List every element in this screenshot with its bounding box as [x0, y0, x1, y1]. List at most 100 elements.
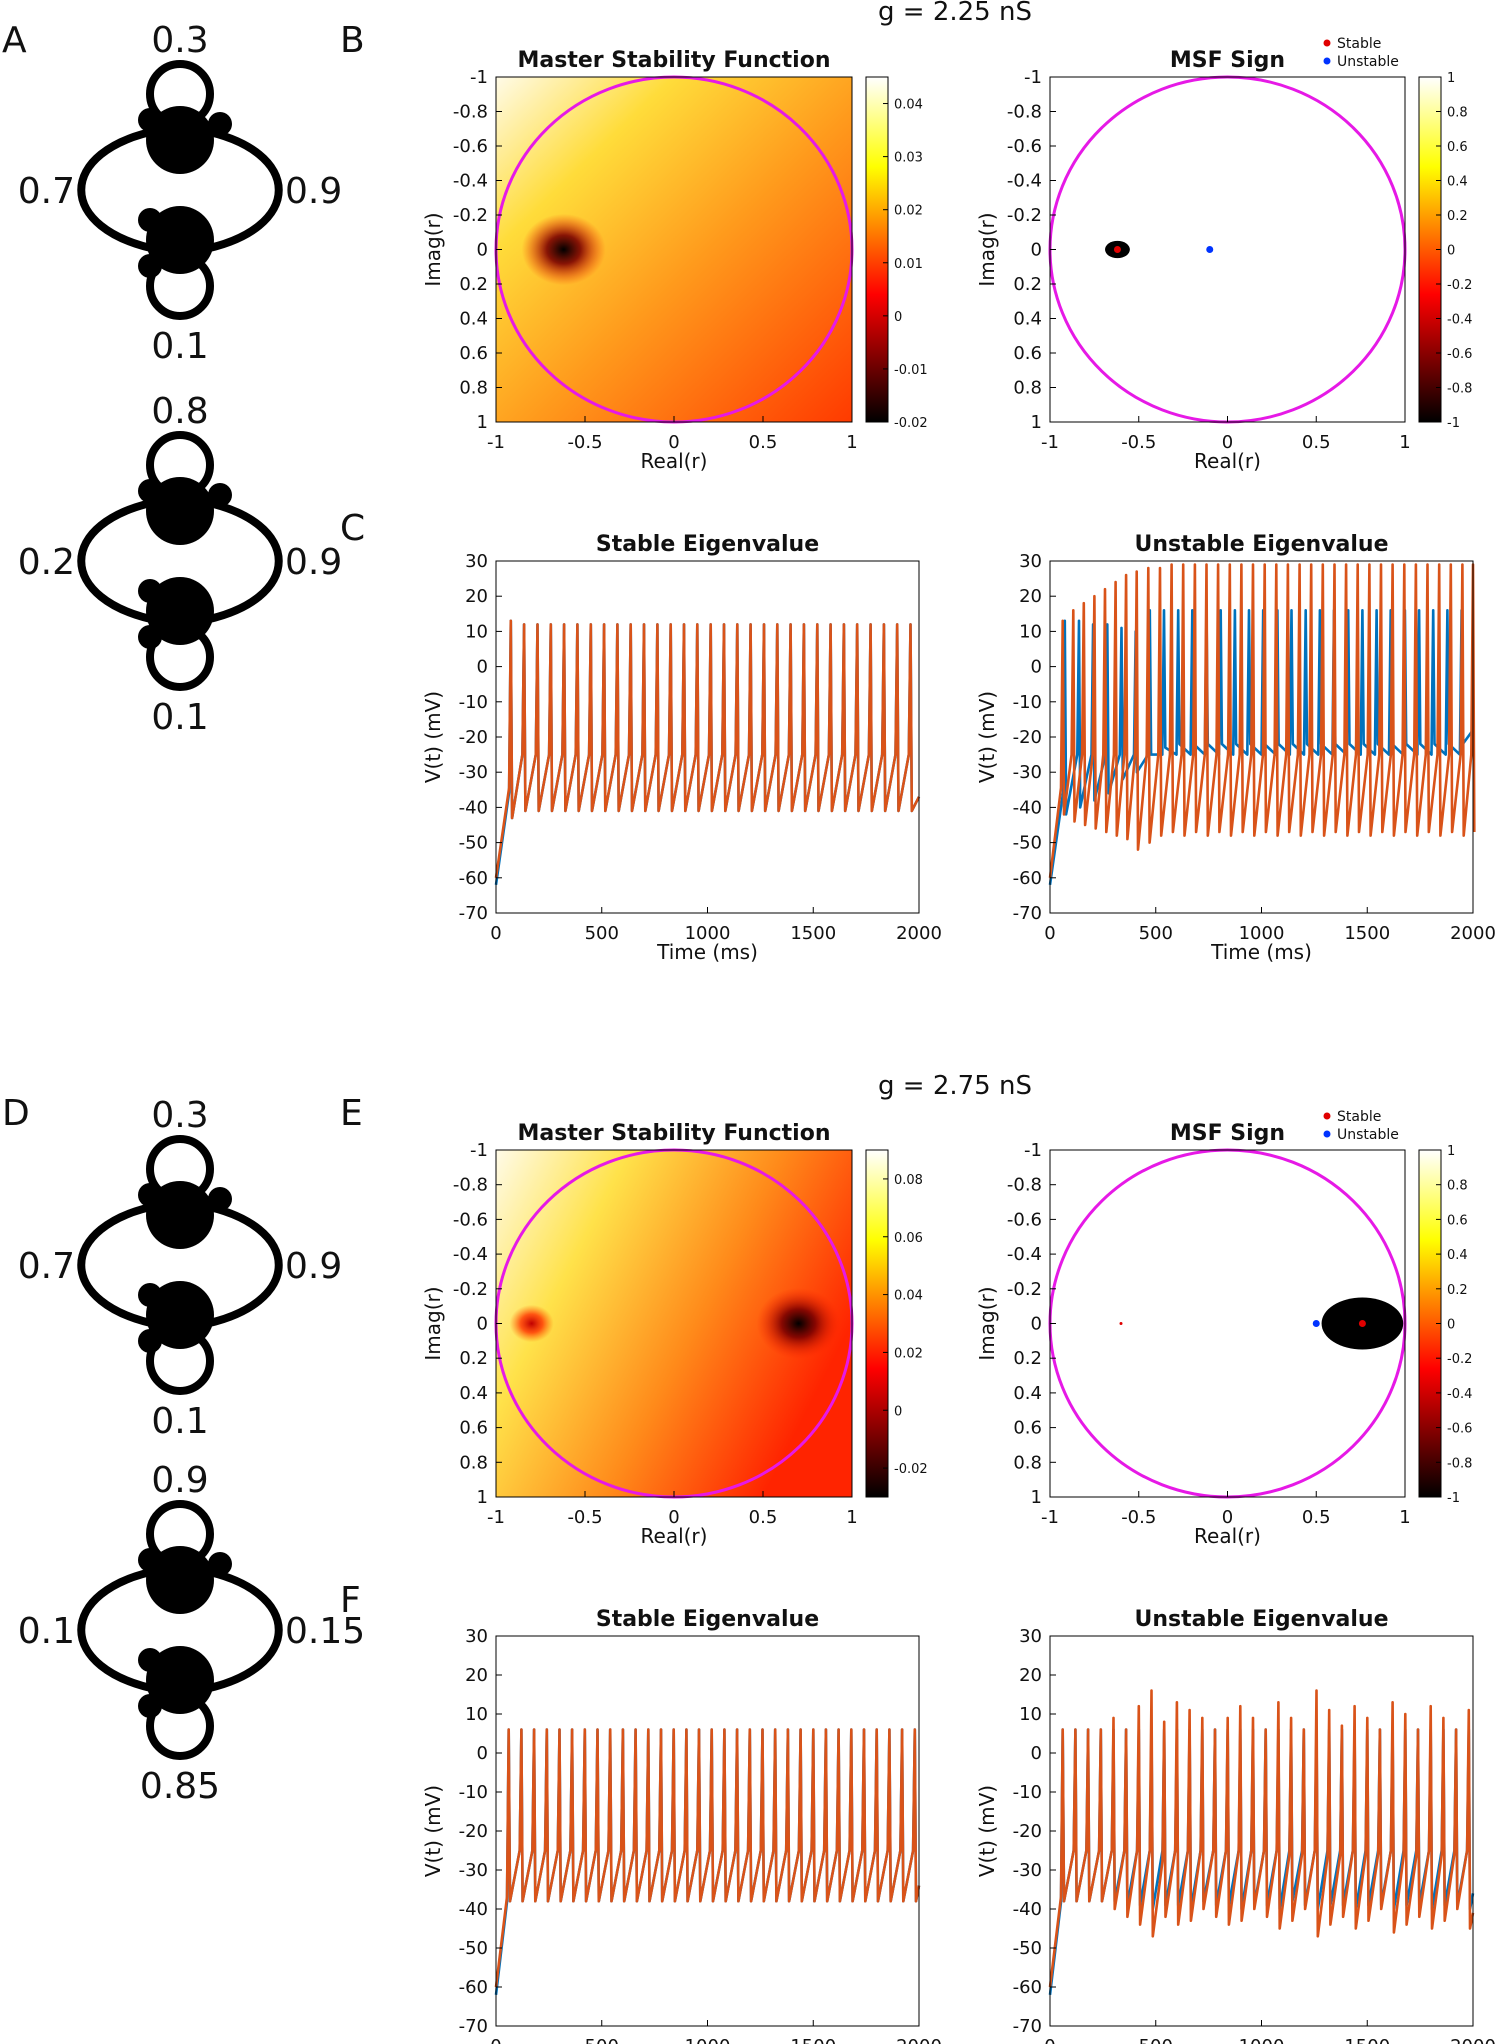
- x-tick-label: 0.5: [1302, 1507, 1331, 1528]
- coupling-arc-left: [77, 497, 161, 625]
- y-tick-label: 0.6: [459, 343, 488, 364]
- y-tick-label: 0.6: [1013, 1418, 1042, 1439]
- series-line-orange: [494, 619, 921, 878]
- x-tick-label: 500: [1139, 923, 1173, 944]
- colorbar-tick-label: -0.2: [1447, 278, 1472, 293]
- x-tick-label: 1000: [1239, 923, 1285, 944]
- chart-title: Unstable Eigenvalue: [1134, 532, 1388, 557]
- node-top: [146, 106, 214, 174]
- colorbar-tick-label: 0.08: [894, 1173, 923, 1188]
- y-tick-label: -0.4: [1007, 171, 1042, 192]
- y-tick-label: -0.2: [1007, 1279, 1042, 1300]
- x-axis-label: Time (ms): [1210, 940, 1312, 964]
- synapse-bulb: [208, 1552, 232, 1576]
- x-tick-label: 2000: [896, 923, 942, 944]
- y-axis-label: Imag(r): [421, 1286, 445, 1360]
- chart-e-left: Master Stability Function-1 -0.5 0 0.5 1-1-0…: [421, 1121, 928, 1548]
- synapse-bulb: [138, 1329, 162, 1353]
- colorbar-tick-label: 0.2: [1447, 1283, 1468, 1298]
- y-tick-label: 10: [1019, 1704, 1042, 1725]
- network-diagram: 0.9 0.1 0.15 0.85: [18, 1460, 365, 1807]
- y-tick-label: 20: [1019, 586, 1042, 607]
- y-tick-label: -0.6: [1007, 136, 1042, 157]
- y-tick-label: 30: [1019, 551, 1042, 572]
- heatmap-minimum: [509, 1304, 554, 1343]
- colorbar-tick-label: 0: [1447, 1318, 1455, 1333]
- weight-bottom: 0.85: [140, 1766, 220, 1807]
- y-tick-label: -0.8: [1007, 1175, 1042, 1196]
- synapse-bulb: [138, 479, 162, 503]
- plot-background: [1050, 1636, 1473, 2026]
- y-tick-label: -0.8: [1007, 102, 1042, 123]
- y-tick-label: -40: [459, 1899, 488, 1920]
- x-tick-label: 1000: [685, 923, 731, 944]
- y-tick-label: -0.8: [453, 1175, 488, 1196]
- chart-title: Stable Eigenvalue: [596, 1607, 819, 1632]
- legend-marker-unstable: [1323, 57, 1331, 65]
- y-tick-label: 0.2: [459, 274, 488, 295]
- y-tick-label: 0.6: [1013, 343, 1042, 364]
- weight-top: 0.3: [151, 20, 208, 61]
- chart-title: Master Stability Function: [517, 48, 830, 73]
- colorbar-tick-label: 0.4: [1447, 1248, 1468, 1263]
- weight-top: 0.8: [151, 391, 208, 432]
- x-tick-label: 1: [846, 1507, 857, 1528]
- colorbar-tick-label: -0.02: [894, 416, 928, 431]
- y-tick-label: -70: [1013, 903, 1042, 924]
- y-tick-label: 10: [1019, 621, 1042, 642]
- network-diagrams: 0.30.7 0.90.10.80.2 0.90.10.30.7 0.90.10.90…: [18, 20, 365, 1807]
- x-tick-label: 0: [490, 923, 501, 944]
- y-tick-label: -10: [459, 1782, 488, 1803]
- panel-letter-a: A: [2, 20, 27, 61]
- colorbar-tick-label: -0.8: [1447, 1456, 1472, 1471]
- colorbar-tick-label: 0.6: [1447, 1213, 1468, 1228]
- colorbar-tick-label: 0.03: [894, 151, 923, 166]
- y-tick-label: -0.8: [453, 102, 488, 123]
- y-tick-label: 10: [465, 1704, 488, 1725]
- unstable-point: [1312, 1320, 1320, 1327]
- node-top: [146, 477, 214, 545]
- colorbar-tick-label: 0.2: [1447, 209, 1468, 224]
- chart-title: MSF Sign: [1170, 1121, 1285, 1146]
- stable-point: [1358, 1320, 1366, 1327]
- weight-left: 0.7: [18, 171, 75, 212]
- x-tick-label: 2000: [896, 2036, 942, 2044]
- x-axis-label: Time (ms): [656, 940, 758, 964]
- colorbar-tick-label: 0.04: [894, 1289, 923, 1304]
- y-tick-label: 0.8: [459, 1452, 488, 1473]
- y-axis-label: Imag(r): [975, 1286, 999, 1360]
- y-tick-label: 0.2: [1013, 274, 1042, 295]
- y-tick-label: -30: [459, 762, 488, 783]
- y-tick-label: -1: [1024, 1140, 1042, 1161]
- y-tick-label: -60: [459, 1977, 488, 1998]
- y-tick-label: -1: [470, 1140, 488, 1161]
- y-tick-label: 0: [1031, 657, 1042, 678]
- chart-b-left: Master Stability Function-1 -0.5 0 0.5 1-1-0…: [421, 48, 928, 473]
- synapse-bulb: [138, 254, 162, 278]
- legend-label-stable: Stable: [1337, 1109, 1381, 1125]
- colorbar-tick-label: -0.2: [1447, 1352, 1472, 1367]
- colorbar-tick-label: 0: [1447, 244, 1455, 259]
- legend-label-unstable: Unstable: [1337, 1127, 1399, 1143]
- x-tick-label: 1500: [1344, 923, 1390, 944]
- charts: Master Stability Function-1 -0.5 0 0.5 1-1-0…: [421, 36, 1496, 2044]
- y-axis-label: Imag(r): [975, 212, 999, 286]
- weight-bottom: 0.1: [151, 1401, 208, 1442]
- coupling-arc-right: [199, 1566, 283, 1694]
- synapse-bulb: [138, 1694, 162, 1718]
- colorbar-tick-label: 0.02: [894, 1346, 923, 1361]
- y-tick-label: -0.2: [1007, 205, 1042, 226]
- y-tick-label: -30: [1013, 1860, 1042, 1881]
- group-title-top: g = 2.25 nS: [878, 0, 1032, 27]
- network-diagram: 0.3 0.7 0.9 0.1: [18, 1095, 343, 1442]
- y-tick-label: 1: [477, 1487, 488, 1508]
- y-tick-label: 0.6: [459, 1418, 488, 1439]
- colorbar-tick-label: -0.4: [1447, 313, 1472, 328]
- x-tick-label: 1: [1399, 432, 1410, 453]
- colorbar-tick-label: 0: [894, 310, 902, 325]
- colorbar-tick-label: 0.8: [1447, 1179, 1468, 1194]
- x-tick-label: 1500: [1344, 2036, 1390, 2044]
